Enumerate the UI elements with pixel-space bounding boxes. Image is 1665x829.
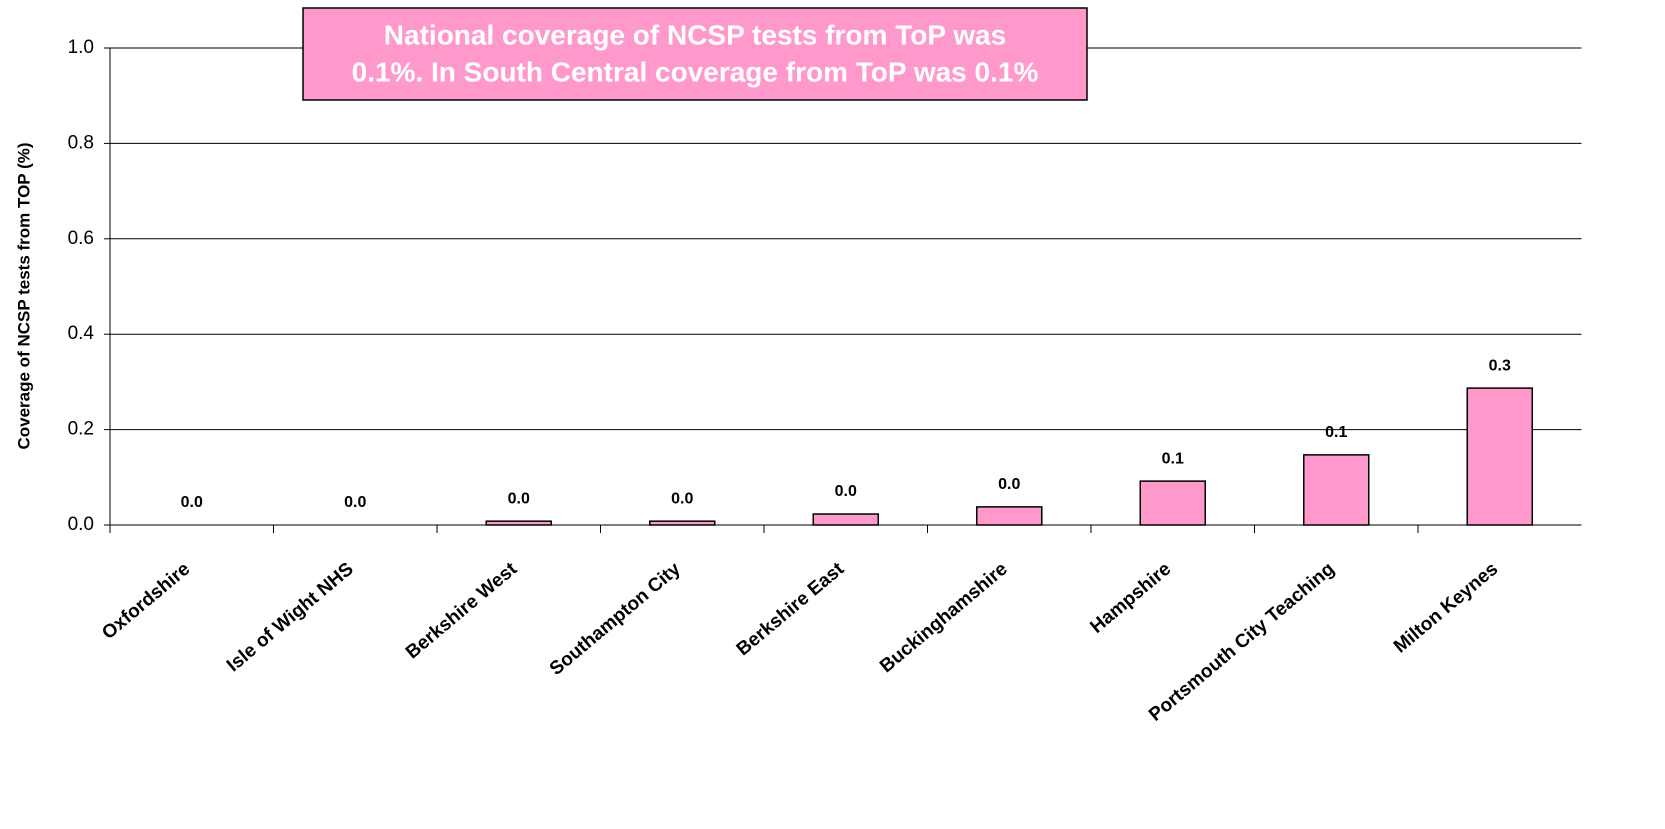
annotation-text: National coverage of NCSP tests from ToP… [384, 19, 1006, 50]
y-tick-label: 0.6 [68, 228, 94, 249]
y-tick-label: 0.4 [68, 323, 95, 344]
x-tick-label: Buckinghamshire [876, 559, 1012, 678]
value-label: 0.0 [671, 490, 693, 507]
value-label: 0.0 [508, 490, 530, 507]
value-label: 0.1 [1162, 450, 1184, 467]
bar [649, 520, 716, 526]
bar [1466, 387, 1533, 526]
y-tick-label: 1.0 [68, 37, 94, 58]
value-label: 0.3 [1489, 357, 1511, 374]
y-axis-label: Coverage of NCSP tests from TOP (%) [14, 142, 33, 449]
value-label: 0.0 [181, 494, 203, 511]
value-label: 0.0 [344, 494, 366, 511]
value-label: 0.0 [835, 483, 857, 500]
x-tick-label: Berkshire West [402, 558, 522, 663]
x-tick-label: Oxfordshire [98, 559, 194, 644]
annotation-box [302, 7, 1088, 101]
value-label: 0.1 [1325, 424, 1347, 441]
x-tick-label: Hampshire [1086, 559, 1175, 638]
y-tick-label: 0.8 [68, 132, 94, 153]
x-tick-label: Southampton City [546, 558, 685, 680]
bar [485, 520, 552, 526]
y-tick-label: 0.0 [68, 514, 94, 535]
value-label: 0.0 [998, 476, 1020, 493]
x-tick-label: Milton Keynes [1390, 559, 1502, 658]
bar [812, 513, 879, 526]
bar [976, 506, 1043, 526]
y-tick-label: 0.2 [68, 419, 94, 440]
x-tick-label: Portsmouth City Teaching [1145, 559, 1339, 726]
bar [1139, 480, 1206, 526]
bar [1303, 454, 1370, 526]
x-tick-label: Isle of Wight NHS [223, 559, 358, 677]
x-tick-label: Berkshire East [733, 558, 849, 660]
annotation-text: 0.1%. In South Central coverage from ToP… [352, 56, 1039, 87]
